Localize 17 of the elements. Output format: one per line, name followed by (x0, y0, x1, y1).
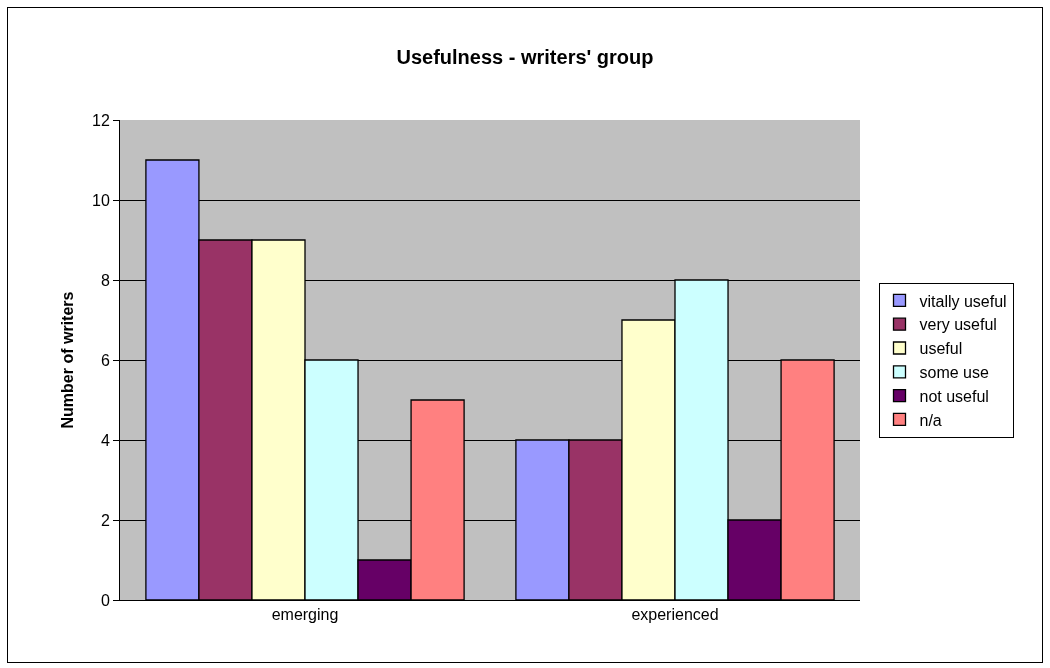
x-tick-label: experienced (631, 606, 719, 624)
x-tick-label: emerging (271, 606, 339, 624)
legend-label: vitally useful (919, 292, 1007, 310)
y-axis-title: Number of writers (58, 291, 76, 429)
y-tick-label: 8 (100, 271, 110, 289)
y-tick-label: 12 (92, 111, 110, 129)
y-tick-label: 2 (100, 511, 110, 529)
legend-label: very useful (919, 316, 997, 334)
y-tick-label: 4 (100, 431, 110, 449)
chart-title: Usefulness - writers' group (396, 46, 654, 69)
y-tick-label: 6 (100, 351, 110, 369)
y-tick-label: 10 (92, 191, 110, 209)
y-tick-label: 0 (100, 591, 110, 609)
legend-label: useful (919, 340, 963, 358)
legend-label: not useful (919, 387, 989, 405)
legend-label: n/a (919, 411, 942, 429)
legend-label: some use (919, 364, 989, 382)
